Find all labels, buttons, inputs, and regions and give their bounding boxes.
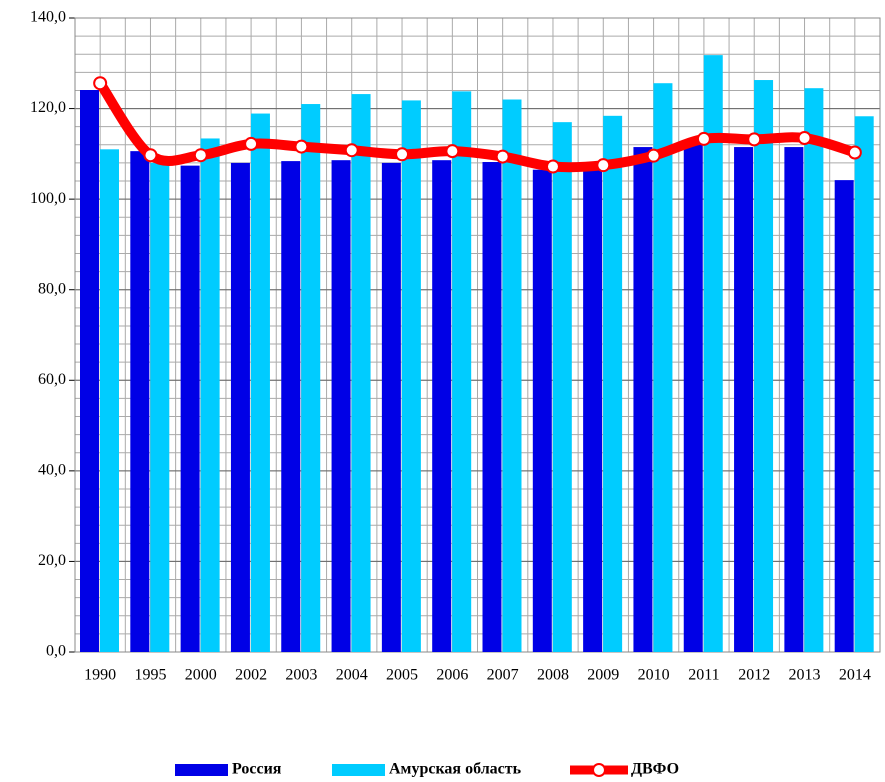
line-marker — [445, 144, 460, 159]
bar — [683, 141, 703, 653]
bar — [401, 100, 421, 653]
x-tick-label: 1995 — [134, 667, 166, 684]
line-marker — [244, 136, 259, 151]
bar — [130, 151, 150, 652]
bar — [804, 88, 824, 652]
y-tick-label: 40,0 — [38, 462, 66, 479]
legend-label: ДВФО — [631, 761, 679, 778]
legend-label: Амурская область — [389, 761, 522, 778]
bar — [200, 138, 220, 652]
x-tick-label: 2000 — [185, 667, 217, 684]
bar — [834, 180, 854, 652]
line-marker — [545, 159, 560, 174]
y-tick-label: 140,0 — [30, 9, 66, 26]
x-tick-label: 2004 — [336, 667, 368, 684]
line-marker — [696, 131, 711, 146]
y-tick-label: 120,0 — [30, 99, 66, 116]
x-tick-label: 2003 — [285, 667, 317, 684]
legend-marker — [592, 763, 606, 777]
bar — [532, 169, 552, 652]
line-marker — [93, 76, 108, 91]
legend-label: Россия — [232, 761, 282, 778]
y-tick-label: 20,0 — [38, 552, 66, 569]
x-tick-label: 1990 — [84, 667, 116, 684]
x-tick-label: 2013 — [789, 667, 821, 684]
bar — [482, 162, 502, 652]
bar — [150, 162, 170, 652]
x-tick-label: 2006 — [436, 667, 468, 684]
line-marker — [395, 147, 410, 162]
bar — [583, 169, 603, 652]
bar — [784, 147, 804, 653]
y-tick-label: 80,0 — [38, 280, 66, 297]
bar — [230, 162, 250, 652]
line — [95, 80, 857, 173]
x-tick-label: 2012 — [738, 667, 770, 684]
x-tick-label: 2009 — [587, 667, 619, 684]
bar — [754, 80, 774, 652]
bar — [100, 149, 119, 653]
bar — [432, 160, 452, 652]
y-tick-label: 100,0 — [30, 190, 66, 207]
line-marker — [747, 132, 762, 147]
line-marker — [847, 145, 862, 160]
bar — [180, 165, 200, 653]
bar — [653, 83, 673, 652]
bar — [351, 94, 371, 652]
bar — [331, 160, 351, 652]
x-tick-label: 2014 — [839, 667, 871, 684]
plot-frame — [74, 17, 881, 653]
line-marker — [193, 148, 208, 163]
bar — [854, 116, 874, 652]
y-tick-label: 60,0 — [38, 371, 66, 388]
bar — [80, 90, 99, 653]
x-tick-label: 2008 — [537, 667, 569, 684]
bar — [633, 147, 653, 653]
legend-swatch — [332, 764, 385, 776]
line-marker — [646, 148, 661, 163]
line-marker — [143, 148, 158, 163]
x-tick-label: 2002 — [235, 667, 267, 684]
bar — [452, 91, 472, 652]
bar — [250, 113, 270, 652]
bar — [281, 161, 301, 653]
bar — [381, 162, 401, 652]
x-tick-label: 2007 — [487, 667, 519, 684]
x-tick-label: 2011 — [688, 667, 719, 684]
bar — [603, 115, 623, 653]
line-marker — [294, 139, 309, 154]
bar — [703, 55, 723, 653]
line-marker — [596, 158, 611, 173]
legend-swatch — [175, 764, 228, 776]
line-marker — [495, 149, 510, 164]
x-tick-label: 2005 — [386, 667, 418, 684]
y-tick-label: 0,0 — [46, 643, 66, 660]
line-marker — [797, 131, 812, 146]
line-marker — [344, 143, 359, 158]
bar — [502, 99, 522, 652]
bar — [734, 147, 754, 653]
bar — [552, 122, 572, 652]
x-tick-label: 2010 — [638, 667, 670, 684]
bar — [301, 104, 321, 653]
